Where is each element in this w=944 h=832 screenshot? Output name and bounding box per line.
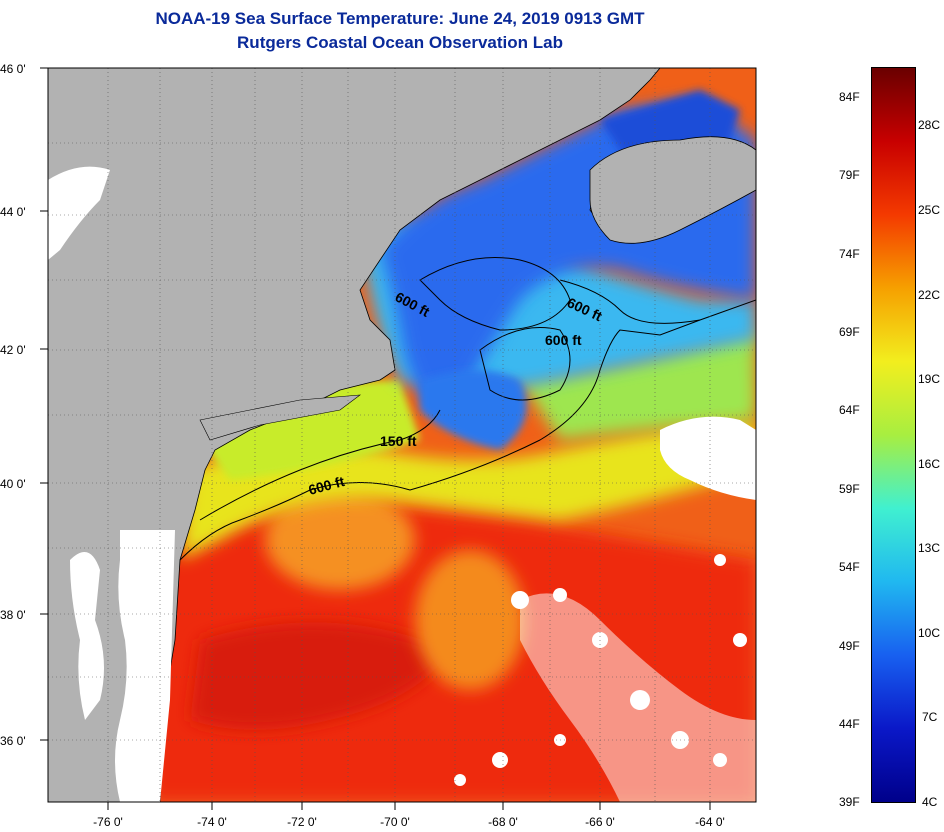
map-subtitle: Rutgers Coastal Ocean Observation Lab [237, 33, 563, 52]
cb-c-25: 25C [918, 203, 941, 217]
cb-c-10: 10C [918, 626, 941, 640]
long-island [199, 394, 362, 441]
cb-f-69: 69F [839, 325, 860, 339]
lon-label-76: -76 0' [93, 815, 123, 829]
lat-label-46: 46 0' [0, 62, 26, 76]
cb-f-74: 74F [839, 247, 860, 261]
lat-label-38: 38 0' [0, 608, 26, 622]
cb-c-13: 13C [918, 541, 941, 555]
lon-label-66: -66 0' [585, 815, 615, 829]
cb-f-79: 79F [839, 168, 860, 182]
axis-ticks [40, 67, 711, 810]
cb-c-4: 4C [922, 795, 938, 809]
lon-label-64: -64 0' [695, 815, 725, 829]
cb-c-22: 22C [918, 288, 941, 302]
temperature-colorbar [871, 67, 916, 803]
georges-bank-blue [420, 370, 527, 450]
lat-label-40: 40 0' [0, 477, 26, 491]
orange-eddy-1 [265, 490, 415, 590]
cb-c-7: 7C [922, 710, 938, 724]
map-title: NOAA-19 Sea Surface Temperature: June 24… [155, 9, 645, 28]
cb-c-16: 16C [918, 457, 941, 471]
lat-label-42: 42 0' [0, 343, 26, 357]
inland-water [48, 166, 175, 802]
cloud-patches [454, 416, 756, 802]
cb-f-39: 39F [839, 795, 860, 809]
cb-f-49: 49F [839, 639, 860, 653]
lon-label-70: -70 0' [380, 815, 410, 829]
map-frame [47, 67, 757, 803]
cb-c-19: 19C [918, 372, 941, 386]
cb-f-44: 44F [839, 717, 860, 731]
orange-eddy-2 [415, 550, 525, 690]
cb-c-28: 28C [918, 118, 941, 132]
cb-f-54: 54F [839, 560, 860, 574]
cb-f-59: 59F [839, 482, 860, 496]
lat-label-36: 36 0' [0, 734, 26, 748]
warm-core [190, 622, 450, 730]
nova-scotia [589, 136, 756, 244]
contour-label-150: 150 ft [380, 433, 417, 449]
contour-label-600-mid: 600 ft [545, 332, 582, 348]
cb-f-84: 84F [839, 90, 860, 104]
depth-contours [179, 257, 756, 561]
lon-label-68: -68 0' [488, 815, 518, 829]
lat-label-44: 44 0' [0, 205, 26, 219]
cb-f-64: 64F [839, 403, 860, 417]
lon-label-72: -72 0' [287, 815, 317, 829]
lon-label-74: -74 0' [197, 815, 227, 829]
map-area [48, 68, 756, 802]
slope-green [520, 330, 756, 440]
